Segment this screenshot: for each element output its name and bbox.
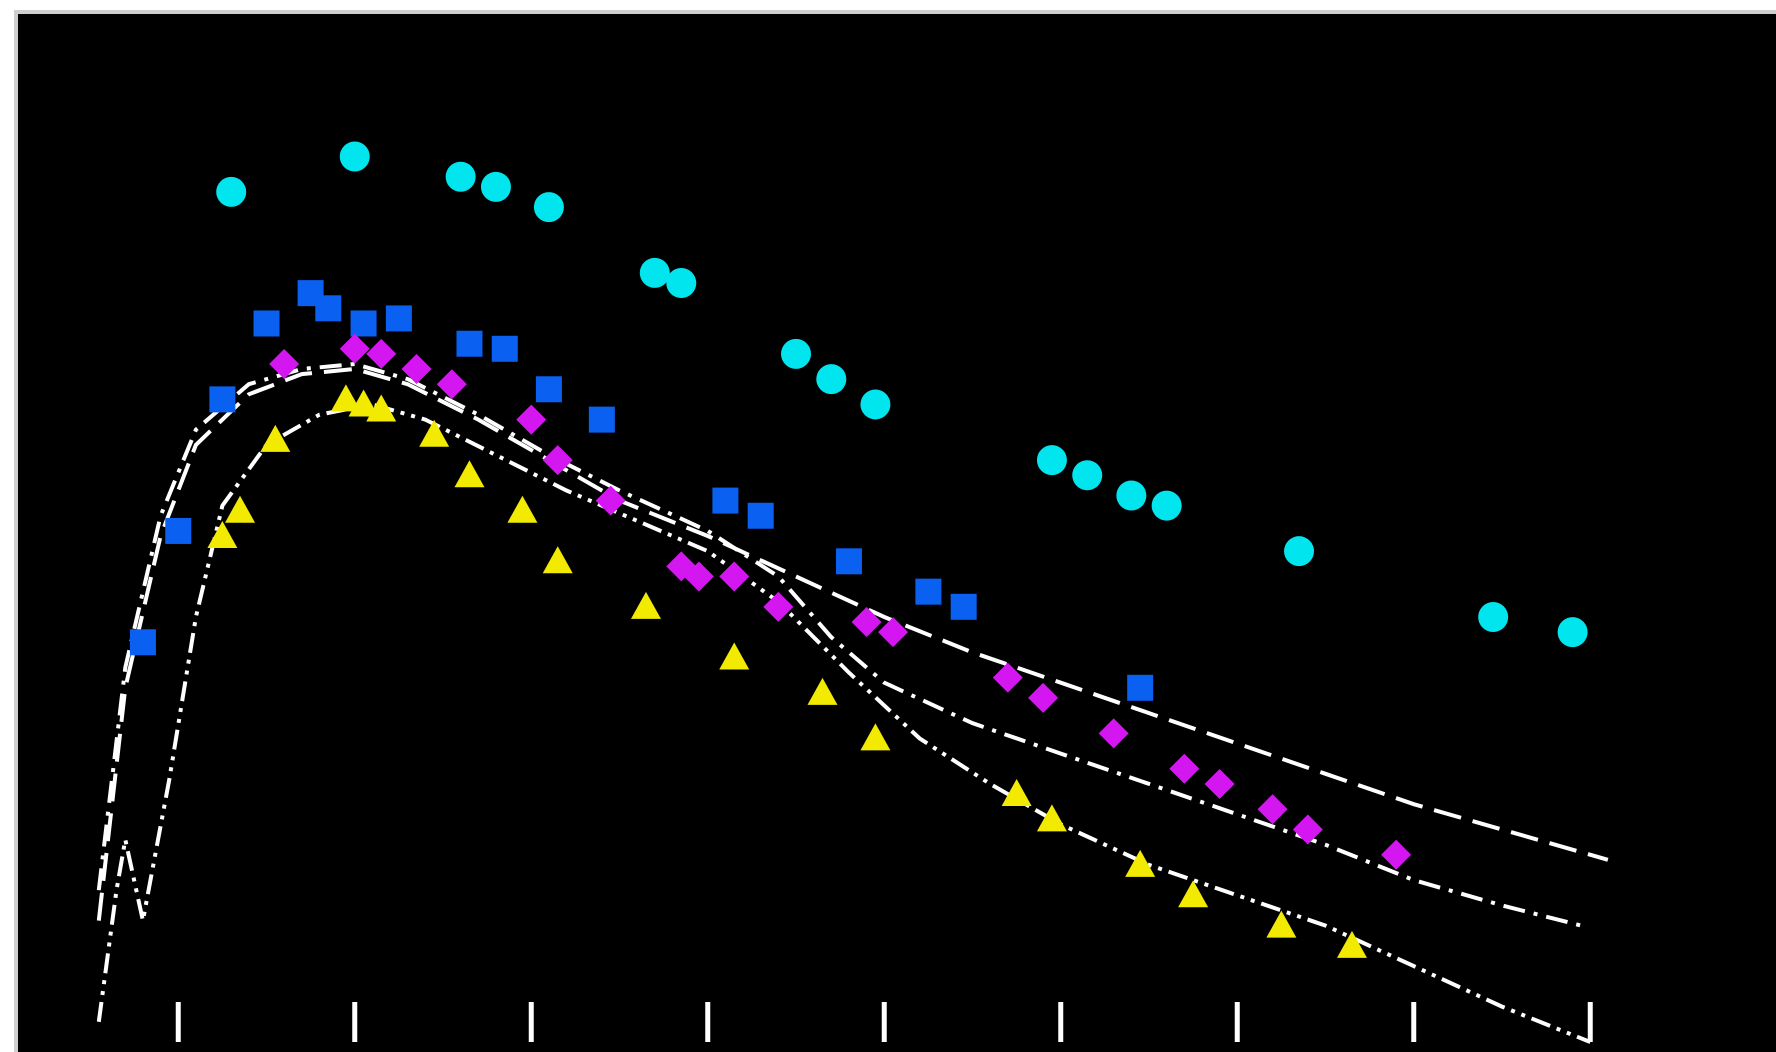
circle-point [666,268,697,298]
triangle-point [225,495,256,523]
circle-point [1284,536,1315,567]
square-point [253,310,280,337]
diamond-point [269,348,300,379]
triangle-point [860,723,891,751]
diamond-point [516,404,547,435]
diamond-point [436,369,467,400]
square-point [491,335,518,362]
circle-point [445,161,476,192]
triangle-point [1336,930,1367,958]
square-point [165,517,192,544]
square-point [588,406,615,433]
square-point [1127,674,1154,701]
diamond-point [542,445,573,476]
triangle-point [207,521,238,548]
circle-point [1072,460,1103,491]
triangle-point [719,642,750,670]
diamond-point [1028,682,1059,713]
square-point [747,502,774,529]
triangle-point [507,495,538,523]
square-point [835,548,862,575]
square-point [950,593,977,620]
triangle-point [419,419,450,447]
data-points [129,141,1588,958]
triangle-point [1266,910,1297,938]
circle-point [1116,480,1147,511]
diamond-point [878,617,909,648]
circle-point [1557,617,1588,648]
diamond-point [851,607,882,638]
circle-point [781,338,811,369]
triangle-point [630,591,661,619]
square-point [456,330,483,357]
plot-area [14,10,1776,1052]
square-point [712,487,739,514]
square-point [209,386,236,413]
diamond-point [763,591,794,622]
circle-point [860,389,891,420]
square-point [315,295,342,322]
triangle-point [542,546,573,574]
triangle-point [807,677,838,705]
square-point [350,310,377,337]
x-axis-ticks [175,1002,1593,1042]
diamond-point [1204,768,1235,799]
diamond-point [339,333,370,364]
triangle-point [454,460,485,488]
triangle-point [1036,804,1067,832]
diamond-point [1381,839,1412,870]
square-point [385,305,412,332]
triangle-point [260,424,291,452]
triangle-point [330,384,361,412]
circle-point [1478,601,1509,632]
circle-point [1151,490,1182,521]
triangle-point [1178,880,1209,908]
circle-point [639,257,670,288]
triangle-point [1001,779,1032,807]
triangle-point [366,394,397,422]
diamond-point [1292,814,1323,845]
fit-curves [96,361,1609,1044]
fit-curve-dashed [96,366,1609,921]
diamond-point [1257,794,1288,825]
circle-point [533,192,564,223]
diamond-point [366,338,397,369]
diamond-point [1098,718,1129,749]
diamond-point [595,485,626,516]
square-point [129,629,156,656]
square-point [915,578,942,605]
circle-point [339,141,370,172]
triangle-point [348,389,379,417]
circle-point [480,171,511,202]
diamond-point [1169,753,1200,784]
triangle-point [1125,849,1156,877]
circle-point [816,364,847,395]
square-point [535,376,562,403]
fit-curve-dash-dot-dot [96,402,1592,1044]
diamond-point [683,561,714,592]
fit-curve-dash-dot [96,361,1582,928]
diamond-point [719,561,750,592]
circle-point [1036,445,1067,476]
circle-point [216,176,247,207]
diamond-point [992,662,1023,693]
diamond-point [401,354,432,385]
